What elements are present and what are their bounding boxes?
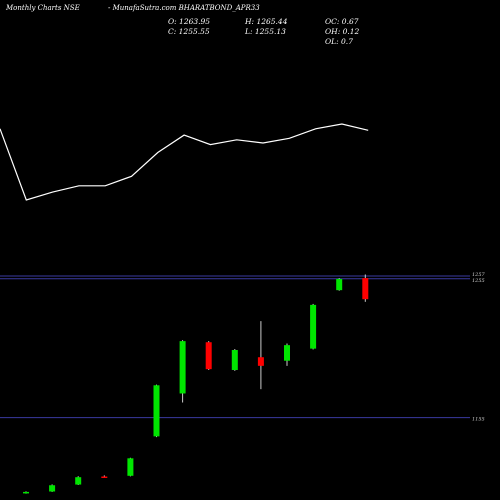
candle	[23, 491, 29, 494]
candle-body-down	[101, 476, 108, 479]
candle-body-up	[23, 491, 29, 494]
candle	[284, 343, 290, 366]
close-value: C: 1255.55	[168, 27, 210, 36]
candle	[153, 384, 160, 438]
site-title: Monthly Charts NSE	[6, 4, 80, 12]
indicator-line-plot	[0, 123, 369, 201]
level-label: 1257	[472, 272, 486, 278]
high-value: H: 1265.44	[245, 17, 288, 26]
candle-body-up	[231, 350, 238, 371]
candle	[231, 349, 238, 371]
candle	[205, 341, 212, 371]
candle-body-down	[257, 357, 264, 366]
oh-value: OH: 0.12	[325, 27, 360, 36]
candle-body-up	[127, 458, 134, 476]
indicator-series-line	[0, 123, 369, 201]
candle-body-up	[179, 341, 186, 394]
candle	[336, 278, 343, 291]
symbol-title: - MunafaSutra.com BHARATBOND_APR33	[108, 4, 260, 12]
level-label: 1155	[472, 417, 485, 423]
candle-body-down	[362, 278, 369, 300]
low-value: L: 1255.13	[245, 27, 286, 36]
ol-value: OL: 0.7	[325, 37, 353, 46]
level-label: 1255	[472, 278, 485, 284]
candle	[101, 475, 108, 479]
candle	[362, 274, 369, 302]
candle	[310, 303, 317, 350]
candle-body-up	[336, 278, 343, 291]
candle	[75, 476, 82, 485]
candle-body-up	[310, 304, 317, 349]
candle	[179, 340, 186, 403]
oc-value: OC: 0.67	[325, 17, 359, 26]
open-value: O: 1263.95	[168, 17, 211, 26]
candle-body-up	[284, 345, 290, 361]
candle-body-up	[49, 485, 56, 492]
candle-body-up	[153, 385, 160, 437]
candle	[257, 321, 264, 390]
candle-body-down	[205, 342, 212, 370]
candle	[49, 484, 56, 492]
candle-body-up	[75, 477, 82, 485]
candle	[127, 457, 134, 477]
candlestick-plot	[23, 274, 369, 494]
